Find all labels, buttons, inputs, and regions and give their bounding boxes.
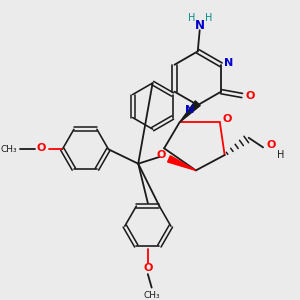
Text: N: N [224, 58, 233, 68]
Text: O: O [245, 91, 255, 100]
Text: O: O [37, 143, 46, 153]
Text: O: O [157, 150, 166, 160]
Polygon shape [179, 101, 200, 122]
Text: O: O [223, 114, 232, 124]
Polygon shape [168, 156, 196, 170]
Text: N: N [195, 19, 205, 32]
Text: H: H [188, 13, 196, 23]
Text: O: O [266, 140, 275, 150]
Text: N: N [185, 105, 195, 115]
Text: O: O [143, 263, 152, 273]
Text: CH₃: CH₃ [143, 291, 160, 300]
Text: H: H [205, 13, 212, 23]
Text: H: H [277, 150, 284, 160]
Text: CH₃: CH₃ [0, 145, 17, 154]
